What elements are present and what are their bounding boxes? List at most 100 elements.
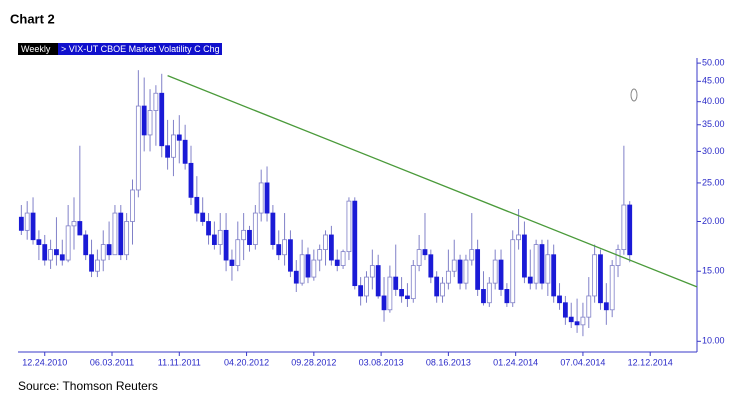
candle-body — [299, 254, 305, 284]
candle-body — [369, 265, 375, 278]
x-tick-label: 03.08.2013 — [359, 357, 404, 367]
candle-body — [387, 276, 393, 311]
chart-title: Chart 2 — [10, 11, 55, 26]
candle-body — [440, 282, 445, 297]
candle-body — [592, 254, 598, 297]
candle-body — [235, 239, 241, 266]
candle-body — [358, 285, 364, 297]
candle-body — [83, 234, 89, 256]
candle-body — [94, 259, 100, 272]
source-note: Source: Thomson Reuters — [18, 379, 158, 393]
candle-body — [445, 270, 451, 284]
x-tick-label: 07.04.2014 — [560, 357, 605, 367]
candle-body — [451, 259, 457, 272]
candle-body — [603, 302, 609, 311]
candle-body — [153, 92, 159, 111]
candle-body — [615, 249, 621, 266]
x-tick-label: 04.20.2012 — [224, 357, 269, 367]
candle-body — [18, 216, 24, 231]
candle-body — [539, 244, 545, 284]
candle-body — [54, 249, 59, 256]
x-tick-label: 08.16.2013 — [426, 357, 471, 367]
candle-body — [288, 239, 293, 272]
y-tick-label: 40.00 — [702, 96, 725, 106]
candle-body — [469, 249, 475, 261]
candle-body — [77, 221, 83, 236]
candle-body — [118, 212, 124, 256]
candle-body — [428, 254, 434, 278]
y-tick-label: 35.00 — [702, 119, 725, 129]
candle-body — [486, 282, 492, 304]
candle-body — [24, 212, 30, 231]
candle-body — [141, 105, 147, 136]
candle-body — [59, 254, 65, 261]
candle-body — [130, 189, 135, 222]
candle-body — [527, 276, 533, 284]
candle-body — [481, 289, 486, 304]
candle-body — [545, 254, 551, 284]
candle-body — [463, 259, 469, 284]
trendline — [167, 75, 698, 288]
candle-body — [522, 234, 527, 278]
candle-body — [36, 239, 42, 245]
candle-body — [188, 162, 194, 198]
candle-body — [223, 229, 229, 261]
candle-body — [557, 295, 562, 304]
candle-body — [416, 249, 422, 266]
candle-body — [305, 254, 311, 278]
y-tick-label: 30.00 — [702, 146, 725, 156]
candle-body — [252, 212, 258, 245]
candle-body — [375, 265, 381, 297]
candle-body — [340, 251, 346, 266]
candle-body — [194, 196, 200, 214]
candle-body — [598, 254, 603, 304]
instrument-label: > VIX-UT CBOE Market Volatility C Chg — [61, 44, 220, 54]
candle-body — [258, 182, 264, 214]
candle-body — [147, 110, 153, 136]
candle-body — [323, 234, 328, 250]
candle-body — [364, 276, 369, 297]
candle-body — [399, 289, 404, 297]
candle-body — [48, 249, 53, 261]
candle-body — [533, 244, 539, 284]
y-tick-label: 25.00 — [702, 177, 725, 187]
x-tick-label: 11.11.2011 — [158, 357, 201, 367]
candle-body — [241, 229, 247, 241]
candle-body — [352, 200, 358, 287]
candle-body — [211, 234, 217, 245]
candle-body — [334, 259, 340, 266]
candle-body — [206, 221, 211, 236]
candle-body — [293, 270, 299, 284]
y-tick-label: 50.00 — [702, 57, 725, 67]
candle-body — [176, 134, 182, 141]
candle-body — [217, 229, 223, 245]
candle-body — [159, 92, 165, 147]
x-tick-label: 12.24.2010 — [22, 357, 67, 367]
y-tick-label: 15.00 — [702, 266, 725, 276]
candle-body — [200, 212, 206, 222]
candle-body — [276, 244, 282, 256]
candle-body — [71, 221, 77, 227]
candle-body — [405, 295, 410, 300]
candle-body — [65, 225, 71, 261]
candle-body — [393, 276, 399, 290]
candle-body — [106, 244, 112, 256]
candle-body — [580, 316, 586, 326]
candle-body — [516, 234, 521, 241]
highlight-oval — [630, 88, 638, 102]
instrument-bar — [58, 43, 222, 55]
candle-body — [171, 134, 176, 158]
y-tick-label: 20.00 — [702, 216, 725, 226]
x-tick-label: 09.28.2012 — [291, 357, 336, 367]
candle-body — [568, 316, 574, 323]
candle-body — [410, 265, 416, 300]
candle-body — [42, 244, 48, 261]
candle-body — [89, 254, 94, 272]
candle-body — [229, 259, 235, 266]
candle-body — [124, 221, 130, 256]
candle-body — [182, 139, 188, 164]
candle-body — [165, 145, 170, 158]
candle-body — [264, 182, 270, 214]
candle-body — [475, 249, 481, 290]
